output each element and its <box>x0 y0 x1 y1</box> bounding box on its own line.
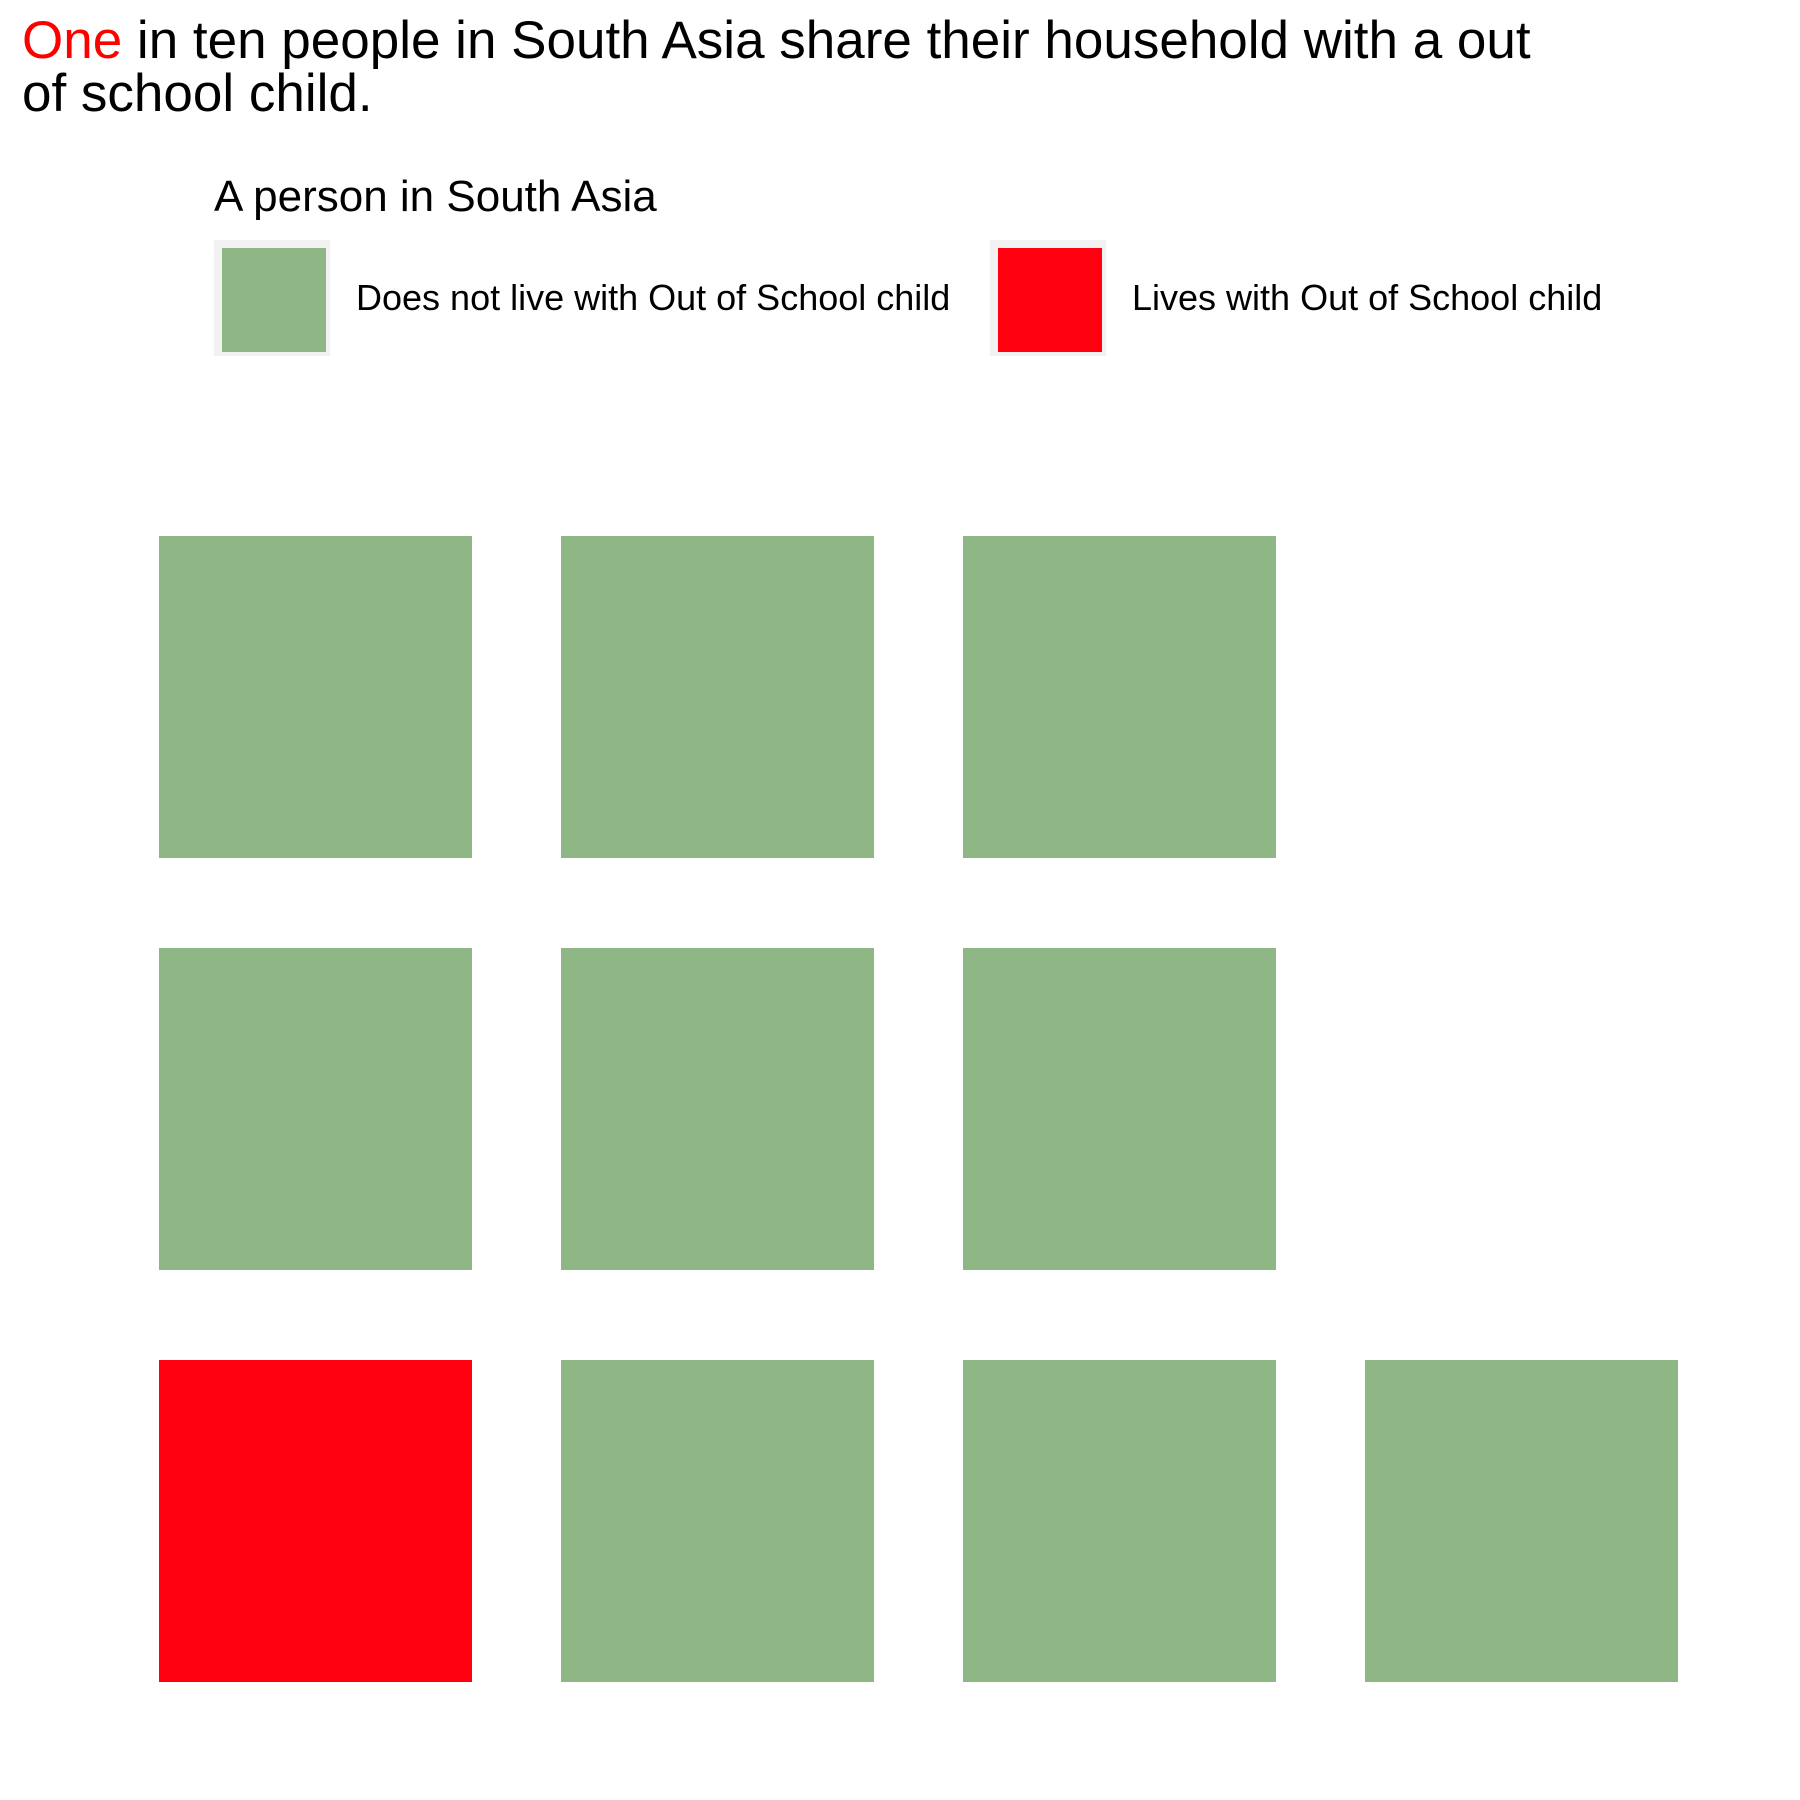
legend-label-living-with: Lives with Out of School child <box>1132 277 1603 318</box>
chart-title: One in ten people in South Asia share th… <box>22 14 1582 120</box>
waffle-cell-1 <box>159 536 472 858</box>
waffle-cell-4 <box>159 948 472 1270</box>
waffle-cell-9 <box>963 1360 1276 1682</box>
title-highlight: One <box>22 11 123 70</box>
waffle-cell-5 <box>561 948 874 1270</box>
waffle-cell-7 <box>159 1360 472 1682</box>
title-rest: in ten people in South Asia share their … <box>22 11 1531 123</box>
waffle-cell-6 <box>963 948 1276 1270</box>
legend-key-living-with <box>990 240 1106 356</box>
legend-swatch-living-with <box>998 248 1102 352</box>
legend-swatch-not-living-with <box>222 248 326 352</box>
legend-key-not-living-with <box>214 240 330 356</box>
waffle-cell-2 <box>561 536 874 858</box>
legend-label-not-living-with: Does not live with Out of School child <box>356 277 951 318</box>
waffle-cell-8 <box>561 1360 874 1682</box>
waffle-cell-3 <box>963 536 1276 858</box>
waffle-cell-10 <box>1365 1360 1678 1682</box>
legend-title: A person in South Asia <box>214 172 657 221</box>
